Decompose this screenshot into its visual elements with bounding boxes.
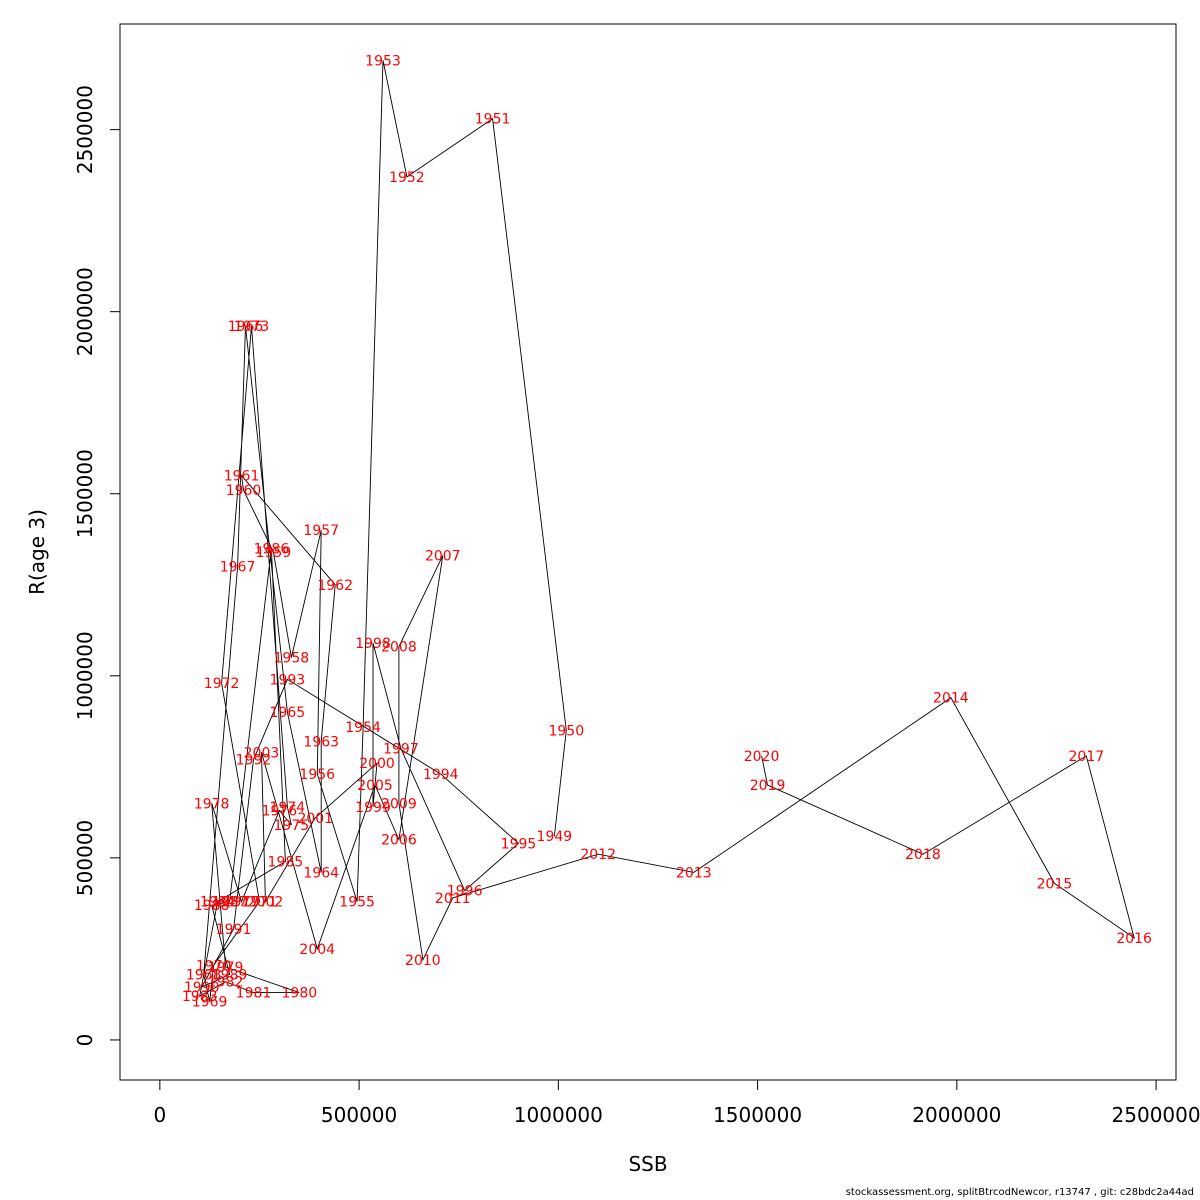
point-label-2011: 2011 <box>435 891 471 907</box>
point-label-1950: 1950 <box>548 723 584 739</box>
point-label-1993: 1993 <box>270 672 306 688</box>
point-label-2007: 2007 <box>425 549 461 565</box>
point-label-1958: 1958 <box>274 651 310 667</box>
point-label-1955: 1955 <box>339 895 375 911</box>
point-label-2013: 2013 <box>676 865 712 881</box>
point-label-1991: 1991 <box>216 922 252 938</box>
point-label-2006: 2006 <box>381 833 417 849</box>
point-label-1971: 1971 <box>242 895 278 911</box>
point-label-2005: 2005 <box>357 778 393 794</box>
point-label-2018: 2018 <box>905 847 941 863</box>
point-label-1997: 1997 <box>383 742 419 758</box>
y-tick-label: 2000000 <box>73 267 97 356</box>
point-label-2003: 2003 <box>244 745 280 761</box>
y-tick-label: 0 <box>73 1034 97 1047</box>
point-label-2001: 2001 <box>297 811 333 827</box>
point-label-1977: 1977 <box>224 895 260 911</box>
point-label-1961: 1961 <box>224 469 260 485</box>
point-label-1979: 1979 <box>208 960 244 976</box>
point-label-1990: 1990 <box>184 980 220 996</box>
point-label-1974: 1974 <box>270 800 306 816</box>
point-label-2020: 2020 <box>744 749 780 765</box>
y-tick-label: 500000 <box>73 820 97 896</box>
y-tick-label: 1000000 <box>73 631 97 720</box>
point-label-2015: 2015 <box>1037 876 1073 892</box>
point-label-1949: 1949 <box>537 829 573 845</box>
point-label-1970: 1970 <box>196 958 232 974</box>
point-label-1973: 1973 <box>234 319 270 335</box>
x-tick-label: 500000 <box>321 1103 397 1127</box>
footer-note: stockassessment.org, splitBtrcodNewcor, … <box>845 1187 1194 1198</box>
point-label-2009: 2009 <box>381 796 417 812</box>
point-label-1975: 1975 <box>274 818 310 834</box>
point-label-1956: 1956 <box>299 767 335 783</box>
point-label-1983: 1983 <box>182 989 218 1005</box>
point-label-1960: 1960 <box>226 483 262 499</box>
x-tick-label: 2000000 <box>912 1103 1001 1127</box>
y-tick-label: 1500000 <box>73 449 97 538</box>
point-label-2002: 2002 <box>248 895 284 911</box>
point-label-1952: 1952 <box>389 170 425 186</box>
point-label-1972: 1972 <box>204 676 240 692</box>
point-label-2008: 2008 <box>381 640 417 656</box>
point-label-1987: 1987 <box>212 895 248 911</box>
point-label-1996: 1996 <box>447 884 483 900</box>
point-label-1999: 1999 <box>355 800 391 816</box>
x-axis-title: SSB <box>628 1152 667 1176</box>
point-label-1980: 1980 <box>282 986 318 1002</box>
point-label-2010: 2010 <box>405 953 441 969</box>
point-label-1967: 1967 <box>220 560 256 576</box>
point-label-1978: 1978 <box>194 796 230 812</box>
x-tick-label: 1500000 <box>713 1103 802 1127</box>
point-label-2017: 2017 <box>1069 749 1105 765</box>
point-label-1963: 1963 <box>303 734 339 750</box>
x-axis: 0 500000 1000000 1500000 2000000 2500000 <box>153 1079 1200 1127</box>
x-tick-label: 1000000 <box>514 1103 603 1127</box>
point-label-2004: 2004 <box>299 942 335 958</box>
y-axis-title: R(age 3) <box>25 509 49 595</box>
point-label-1968: 1968 <box>186 967 222 983</box>
point-label-2012: 2012 <box>580 847 616 863</box>
point-label-1959: 1959 <box>256 545 292 561</box>
point-label-1962: 1962 <box>317 578 353 594</box>
point-label-1957: 1957 <box>303 523 339 539</box>
x-tick-label: 0 <box>153 1103 166 1127</box>
point-label-1953: 1953 <box>365 53 401 69</box>
y-tick-label: 2500000 <box>73 85 97 174</box>
point-label-1982: 1982 <box>208 975 244 991</box>
y-axis: 0 500000 1000000 1500000 2000000 2500000 <box>73 85 121 1047</box>
point-label-2016: 2016 <box>1116 931 1152 947</box>
series-line <box>199 60 1135 1002</box>
point-label-1986: 1986 <box>254 541 290 557</box>
point-label-1954: 1954 <box>345 720 381 736</box>
point-label-1989: 1989 <box>212 967 248 983</box>
point-label-1985: 1985 <box>268 855 304 871</box>
point-label-1965: 1965 <box>270 705 306 721</box>
point-label-2014: 2014 <box>933 691 969 707</box>
point-label-1988: 1988 <box>194 898 230 914</box>
point-label-1992: 1992 <box>236 753 272 769</box>
point-label-1951: 1951 <box>475 112 511 128</box>
point-label-1964: 1964 <box>303 865 339 881</box>
point-label-1995: 1995 <box>501 836 537 852</box>
point-label-1969: 1969 <box>192 995 228 1011</box>
point-label-1984: 1984 <box>200 895 236 911</box>
point-label-1981: 1981 <box>236 986 272 1002</box>
point-labels: 1949 1950 1951 1952 1953 1954 1955 1956 1957 1958… <box>182 53 1152 1010</box>
point-label-1994: 1994 <box>423 767 459 783</box>
point-label-2019: 2019 <box>750 778 786 794</box>
x-tick-label: 2500000 <box>1112 1103 1200 1127</box>
point-label-1998: 1998 <box>355 636 391 652</box>
point-label-1966: 1966 <box>228 319 264 335</box>
point-label-2000: 2000 <box>359 756 395 772</box>
point-label-1976: 1976 <box>262 804 298 820</box>
